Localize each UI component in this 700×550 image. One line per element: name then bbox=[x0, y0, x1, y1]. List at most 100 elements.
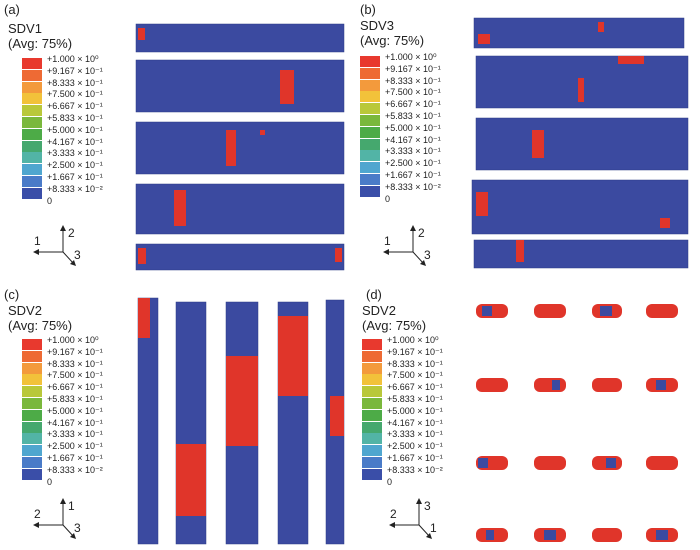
intact-region bbox=[552, 380, 560, 390]
intact-region bbox=[656, 530, 668, 540]
legend-value: +1.667 × 10⁻¹ bbox=[47, 172, 103, 182]
legend-value: +8.333 × 10⁻² bbox=[387, 464, 443, 475]
damage-region bbox=[532, 130, 544, 158]
damage-region bbox=[226, 356, 258, 446]
variable-name: SDV2 bbox=[362, 303, 396, 318]
damage-region bbox=[578, 78, 584, 102]
legend-value: +5.000 × 10⁻¹ bbox=[385, 122, 441, 133]
legend-swatch bbox=[22, 81, 42, 93]
legend-row: +3.333 × 10⁻¹ bbox=[360, 146, 490, 162]
legend-swatch bbox=[22, 93, 42, 105]
legend-row: +1.000 × 10⁰ bbox=[22, 54, 152, 69]
legend-value: +8.333 × 10⁻² bbox=[47, 464, 103, 475]
legend-value: +4.167 × 10⁻¹ bbox=[47, 136, 103, 147]
intact-region bbox=[478, 458, 488, 468]
beam-slice bbox=[473, 17, 685, 49]
panel-label: (c) bbox=[4, 287, 20, 302]
legend-row: +1.667 × 10⁻¹ bbox=[360, 170, 490, 185]
legend-row: +6.667 × 10⁻¹ bbox=[22, 382, 152, 398]
legend-row: +6.667 × 10⁻¹ bbox=[360, 99, 490, 115]
legend-row: +4.167 × 10⁻¹ bbox=[22, 137, 152, 152]
cross-section bbox=[646, 456, 678, 470]
fem-beams-a bbox=[135, 23, 345, 271]
damage-region bbox=[278, 316, 308, 396]
legend-swatch bbox=[22, 339, 42, 350]
damage-region bbox=[260, 130, 265, 135]
legend-value: +5.833 × 10⁻¹ bbox=[47, 394, 103, 404]
variable-name: SDV1 bbox=[8, 21, 42, 36]
legend-swatch bbox=[362, 374, 382, 386]
legend-value: +9.167 × 10⁻¹ bbox=[47, 65, 103, 76]
legend-swatch bbox=[22, 164, 42, 176]
legend-value: +2.500 × 10⁻¹ bbox=[387, 441, 443, 452]
legend-swatch bbox=[22, 140, 42, 152]
legend-row: +5.000 × 10⁻¹ bbox=[362, 406, 492, 421]
axis-triad: 1 2 3 bbox=[30, 222, 90, 272]
legend-row: +5.833 × 10⁻¹ bbox=[360, 111, 490, 126]
cross-section bbox=[646, 304, 678, 318]
cross-section bbox=[534, 456, 566, 470]
average-note: (Avg: 75%) bbox=[8, 318, 73, 333]
variable-name: SDV2 bbox=[8, 303, 42, 318]
axis-label-up: 2 bbox=[418, 226, 425, 240]
panel-label: (b) bbox=[360, 2, 376, 17]
cross-section bbox=[592, 378, 622, 392]
beam-slice bbox=[135, 183, 345, 235]
legend-value: +5.833 × 10⁻¹ bbox=[47, 113, 103, 123]
intact-region bbox=[600, 306, 612, 316]
axis-label-up: 3 bbox=[424, 499, 431, 513]
beam-slice bbox=[135, 59, 345, 113]
legend-value: +6.667 × 10⁻¹ bbox=[47, 382, 103, 393]
legend-swatch bbox=[360, 138, 380, 150]
intact-region bbox=[606, 458, 616, 468]
legend-row: +9.167 × 10⁻¹ bbox=[22, 66, 152, 81]
average-note: (Avg: 75%) bbox=[360, 33, 425, 48]
damage-region bbox=[138, 28, 145, 40]
beam-slice bbox=[135, 243, 345, 271]
legend-value: +1.000 × 10⁰ bbox=[385, 52, 437, 62]
legend-row: +5.000 × 10⁻¹ bbox=[22, 125, 152, 140]
legend-swatch bbox=[360, 115, 380, 126]
legend-value: +4.167 × 10⁻¹ bbox=[387, 417, 443, 428]
legend-row: +4.167 × 10⁻¹ bbox=[22, 418, 152, 433]
legend-row: +8.333 × 10⁻² bbox=[362, 465, 492, 480]
legend-swatch bbox=[362, 468, 382, 480]
legend-row: +8.333 × 10⁻¹ bbox=[362, 359, 492, 374]
average-note: (Avg: 75%) bbox=[8, 36, 73, 51]
legend-row: +8.333 × 10⁻² bbox=[22, 184, 152, 199]
legend-value: +4.167 × 10⁻¹ bbox=[385, 134, 441, 145]
panel-label: (a) bbox=[4, 2, 20, 17]
damage-region bbox=[330, 396, 344, 436]
panel-b: (b) SDV3 (Avg: 75%) +1.000 × 10⁰ +9.167 ×… bbox=[350, 0, 700, 273]
legend-value: +1.000 × 10⁰ bbox=[47, 335, 99, 345]
legend-row: +1.667 × 10⁻¹ bbox=[362, 453, 492, 468]
legend-row: +1.000 × 10⁰ bbox=[360, 52, 490, 67]
axis-label-diag: 3 bbox=[74, 521, 81, 535]
legend-swatch bbox=[360, 185, 380, 197]
legend-value: +5.833 × 10⁻¹ bbox=[385, 111, 441, 121]
legend-value: +8.333 × 10⁻¹ bbox=[47, 77, 103, 88]
damage-region bbox=[478, 34, 490, 44]
legend-row: +8.333 × 10⁻² bbox=[360, 182, 490, 197]
legend-swatch bbox=[360, 67, 380, 79]
legend-value: +5.000 × 10⁻¹ bbox=[47, 124, 103, 135]
intact-region bbox=[486, 530, 494, 540]
legend-swatch bbox=[362, 457, 382, 468]
beam-slice bbox=[471, 179, 689, 235]
legend-swatch bbox=[22, 58, 42, 69]
legend-min-value: 0 bbox=[387, 476, 393, 487]
legend-min-value: 0 bbox=[47, 476, 53, 487]
legend-swatch bbox=[22, 386, 42, 398]
legend-swatch bbox=[362, 421, 382, 433]
cross-section bbox=[592, 528, 622, 542]
damage-region bbox=[226, 130, 236, 166]
legend-row: +6.667 × 10⁻¹ bbox=[362, 382, 492, 398]
damage-region bbox=[280, 70, 294, 104]
legend-value: +1.000 × 10⁰ bbox=[387, 335, 439, 345]
cross-section bbox=[534, 304, 566, 318]
axis-label-left: 1 bbox=[34, 234, 41, 248]
legend-value: +3.333 × 10⁻¹ bbox=[47, 148, 103, 159]
damage-region bbox=[174, 190, 186, 226]
legend-value: +6.667 × 10⁻¹ bbox=[385, 99, 441, 110]
axis-label-diag: 1 bbox=[430, 521, 437, 535]
